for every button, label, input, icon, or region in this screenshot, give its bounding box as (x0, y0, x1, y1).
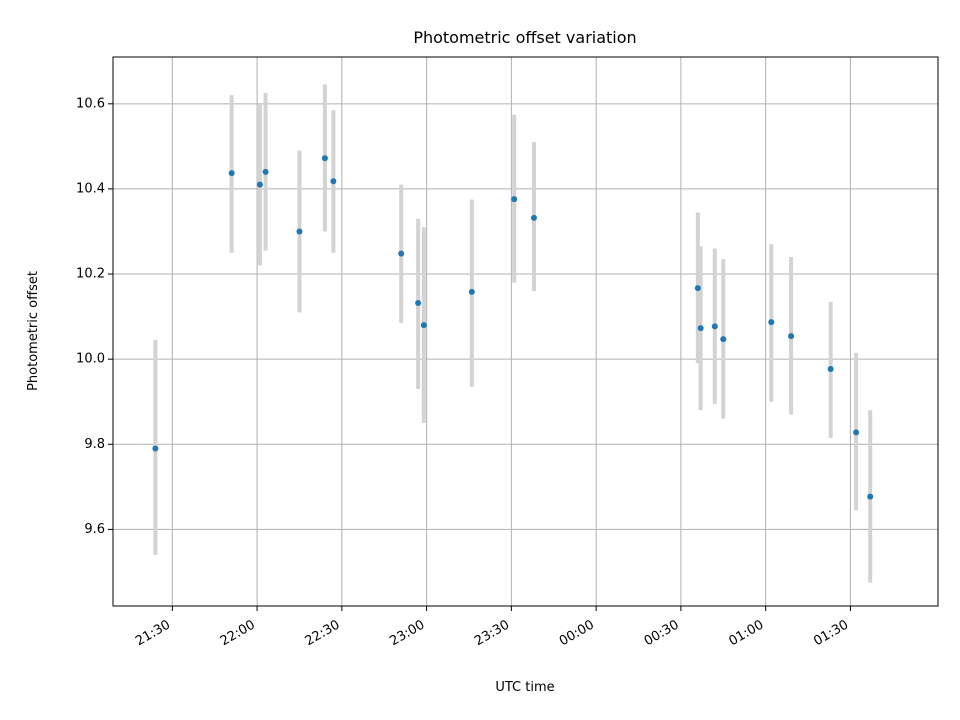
y-tick-label: 10.0 (76, 352, 105, 367)
data-point (330, 178, 337, 185)
x-tick-label: 23:30 (472, 618, 512, 650)
data-point (296, 228, 303, 235)
x-tick-label: 01:30 (811, 618, 851, 650)
data-point (697, 325, 704, 332)
x-tick-label: 01:00 (726, 618, 766, 650)
data-point (720, 336, 727, 343)
chart-title: Photometric offset variation (413, 28, 636, 47)
y-tick-label: 10.4 (76, 181, 105, 196)
x-axis-ticks: 21:30 22:00 22:30 23:00 23:30 00:00 00:30 01:00… (133, 606, 851, 649)
data-point (853, 429, 860, 436)
data-point (694, 285, 701, 292)
data-point (321, 155, 328, 162)
x-tick-label: 21:30 (133, 618, 173, 650)
x-tick-label: 00:30 (642, 618, 682, 650)
y-tick-label: 10.2 (76, 267, 105, 282)
data-point (228, 170, 235, 177)
y-tick-label: 9.8 (84, 437, 105, 452)
x-tick-label: 23:00 (387, 618, 427, 650)
data-point (256, 181, 263, 188)
data-points (152, 155, 874, 500)
data-point (420, 322, 427, 329)
data-point (398, 250, 405, 257)
data-point (867, 493, 874, 500)
y-axis-label: Photometric offset (26, 271, 41, 391)
y-axis-ticks: 9.6 9.8 10.0 10.2 10.4 10.6 (76, 96, 113, 537)
plot-frame (112, 56, 939, 607)
data-point (788, 333, 795, 340)
data-point (468, 288, 475, 295)
data-point (511, 196, 518, 203)
data-point (711, 323, 718, 330)
data-point (152, 445, 159, 452)
x-tick-label: 22:30 (303, 618, 343, 650)
x-tick-label: 22:00 (218, 618, 258, 650)
data-point (530, 214, 537, 221)
error-bars (153, 84, 873, 583)
y-tick-label: 9.6 (84, 522, 105, 537)
x-axis-label: UTC time (495, 680, 554, 695)
grid (113, 57, 938, 606)
x-tick-label: 00:00 (557, 618, 597, 650)
data-point (827, 365, 834, 372)
y-tick-label: 10.6 (76, 96, 105, 111)
data-point (262, 168, 269, 175)
data-point (768, 319, 775, 326)
data-point (415, 299, 422, 306)
